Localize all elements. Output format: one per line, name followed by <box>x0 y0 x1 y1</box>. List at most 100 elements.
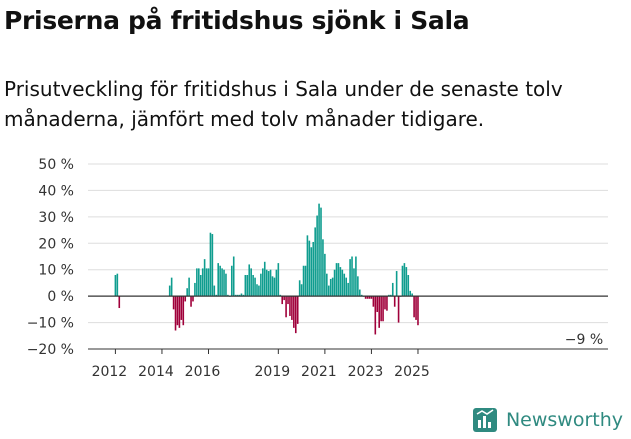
bar <box>219 265 221 297</box>
x-tick-label: 2016 <box>185 364 221 380</box>
bar <box>265 269 268 297</box>
bar <box>322 239 324 297</box>
bar <box>194 282 196 297</box>
bar <box>324 253 326 297</box>
bar <box>242 294 245 297</box>
bar <box>382 296 384 322</box>
bar <box>326 273 328 297</box>
bar <box>271 276 274 297</box>
bar <box>304 265 307 297</box>
x-tick-label: 2023 <box>348 364 384 380</box>
bar <box>341 269 344 297</box>
newsworthy-logo-icon <box>472 408 497 432</box>
bar <box>376 296 379 312</box>
bar <box>401 265 404 297</box>
bar <box>415 296 417 320</box>
bar <box>269 269 272 297</box>
bar <box>339 267 342 297</box>
bar <box>343 273 346 297</box>
bar <box>199 275 202 297</box>
bar <box>358 289 361 297</box>
bar <box>201 268 204 297</box>
bar <box>314 227 316 297</box>
y-tick-label: 0 % <box>47 289 74 305</box>
y-tick-label: 50 % <box>38 157 74 173</box>
bar <box>302 265 305 297</box>
bar <box>298 280 301 297</box>
bar <box>232 256 235 297</box>
bar <box>252 275 254 297</box>
bar <box>190 296 192 307</box>
bar <box>318 203 320 297</box>
bar <box>308 240 311 297</box>
bar <box>277 263 280 297</box>
chart-subtitle: Prisutveckling för fritidshus i Sala und… <box>4 77 563 131</box>
bar <box>227 294 229 297</box>
bar <box>316 215 318 297</box>
bar <box>223 269 225 297</box>
bar <box>289 296 291 316</box>
bar <box>386 296 388 311</box>
bar <box>368 296 371 299</box>
bar <box>347 282 349 297</box>
bar <box>236 294 239 297</box>
bar <box>176 296 179 326</box>
bar <box>217 263 219 297</box>
x-tick-label: 2012 <box>92 364 128 380</box>
bar <box>207 268 210 297</box>
bar <box>370 296 373 299</box>
bar <box>172 296 175 310</box>
bar <box>374 296 377 335</box>
brand-logo[interactable]: Newsworthy <box>472 407 623 433</box>
bar <box>178 296 181 328</box>
bar <box>417 296 419 326</box>
bar <box>287 296 289 305</box>
bar <box>345 277 348 297</box>
bar <box>192 296 194 302</box>
x-tick-label: 2025 <box>394 364 430 380</box>
bar <box>283 296 285 301</box>
y-axis-labels: 50 % 40 % 30 % 20 % 10 % 0 % −10 % −20 % <box>27 157 74 358</box>
bar <box>306 235 309 297</box>
bar <box>281 296 284 305</box>
bar <box>260 273 262 297</box>
bar <box>293 296 295 328</box>
bar <box>335 263 338 297</box>
bar <box>337 263 340 297</box>
y-tick-label: −10 % <box>27 316 74 332</box>
bar <box>380 296 382 322</box>
bar <box>409 290 412 297</box>
bar <box>114 275 117 297</box>
bars <box>114 203 419 335</box>
bar <box>244 275 247 297</box>
last-value-annotation: −9 % <box>565 332 603 348</box>
brand-name: Newsworthy <box>505 409 623 431</box>
bar <box>407 275 410 297</box>
bar <box>351 256 353 297</box>
bar <box>262 268 264 297</box>
bar <box>294 296 297 334</box>
bar <box>357 276 359 297</box>
bar <box>225 273 227 297</box>
bar <box>198 268 200 297</box>
x-axis: 2012 2014 2016 2019 2021 2023 2025 <box>88 295 608 380</box>
bar <box>273 277 276 297</box>
bar <box>364 296 367 299</box>
bar <box>180 296 183 320</box>
bar <box>118 296 121 309</box>
bar <box>234 294 237 297</box>
bar <box>186 288 188 297</box>
y-tick-label: 40 % <box>38 183 74 199</box>
bar <box>116 273 119 297</box>
bar <box>329 278 332 297</box>
x-tick-label: 2021 <box>301 364 337 380</box>
bar <box>390 294 392 297</box>
x-tick-label: 2014 <box>138 364 174 380</box>
bar <box>395 271 398 297</box>
bar <box>184 296 187 302</box>
bar <box>168 285 171 297</box>
bar <box>384 296 386 310</box>
bar <box>411 293 413 297</box>
bar <box>263 261 266 297</box>
